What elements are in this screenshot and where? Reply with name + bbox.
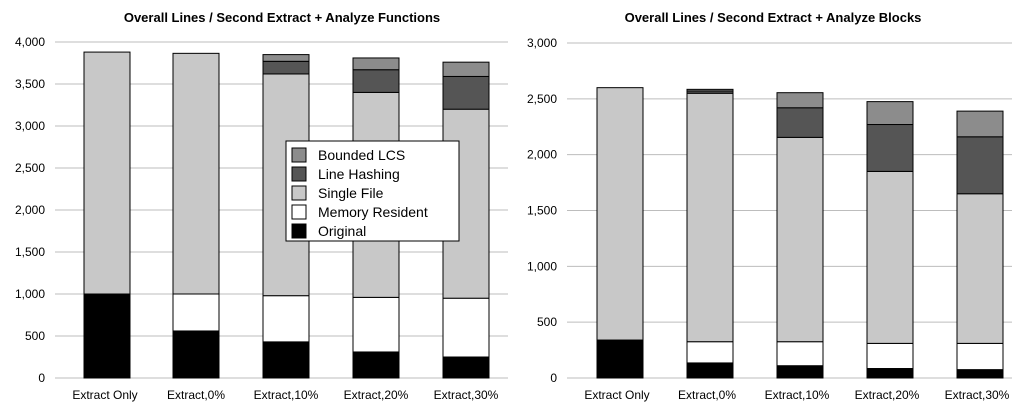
legend-swatch-original — [291, 223, 307, 239]
legend-label: Single File — [318, 185, 384, 201]
bar-segment-line-hashing — [442, 75, 490, 110]
bar-segment-single-file — [866, 170, 914, 344]
legend: Bounded LCS Line Hashing Single File Memory… — [285, 140, 460, 242]
legend-swatch-line-hashing — [291, 166, 307, 182]
bar-segment-original — [866, 368, 914, 379]
y-tick-label: 2,000 — [527, 148, 557, 162]
bar-segment-single-file — [686, 92, 734, 343]
x-tick-label: Extract,0% — [167, 388, 225, 402]
bar-segment-memory-resident — [262, 295, 310, 343]
bar-segment-single-file — [776, 136, 824, 343]
bar-segment-line-hashing — [352, 69, 400, 93]
bar-segment-original — [776, 365, 824, 379]
bar-segment-original — [956, 369, 1004, 379]
chart-2: Overall Lines / Second Extract + Analyze… — [527, 10, 1012, 402]
x-tick-label: Extract,10% — [254, 388, 319, 402]
x-tick-label: Extract,30% — [434, 388, 499, 402]
x-tick-label: Extract,10% — [765, 388, 830, 402]
legend-swatch-memory-resident — [291, 204, 307, 220]
bar-segment-bounded-lcs — [352, 57, 400, 71]
y-tick-label: 500 — [25, 329, 45, 343]
legend-label: Memory Resident — [318, 204, 428, 220]
bar-segment-bounded-lcs — [866, 101, 914, 126]
bar-segment-original — [172, 330, 220, 379]
y-tick-label: 0 — [38, 371, 45, 385]
y-tick-label: 3,500 — [15, 77, 45, 91]
y-tick-label: 1,500 — [15, 245, 45, 259]
bar-segment-original — [83, 293, 131, 379]
bar-segment-memory-resident — [352, 296, 400, 353]
legend-swatch-bounded-lcs — [291, 147, 307, 163]
bar-segment-memory-resident — [442, 297, 490, 358]
bar-segment-bounded-lcs — [956, 110, 1004, 138]
bar-segment-original — [352, 351, 400, 379]
bar-segment-memory-resident — [866, 342, 914, 370]
x-tick-label: Extract,20% — [344, 388, 409, 402]
bar-segment-single-file — [596, 87, 644, 341]
x-tick-label: Extract Only — [72, 388, 137, 402]
bar-segment-single-file — [83, 51, 131, 295]
y-tick-label: 1,000 — [15, 287, 45, 301]
y-tick-label: 0 — [550, 371, 557, 385]
bar-segment-bounded-lcs — [262, 54, 310, 62]
bar-segment-original — [262, 341, 310, 379]
y-tick-label: 3,000 — [15, 119, 45, 133]
bar-segment-line-hashing — [776, 107, 824, 138]
y-tick-label: 500 — [537, 315, 557, 329]
chart-1: Overall Lines / Second Extract + Analyze… — [15, 10, 508, 402]
bar-segment-line-hashing — [956, 136, 1004, 195]
y-tick-label: 2,500 — [527, 92, 557, 106]
bar-segment-memory-resident — [686, 341, 734, 364]
bar-segment-bounded-lcs — [686, 88, 734, 92]
bar-segment-bounded-lcs — [442, 61, 490, 77]
x-tick-label: Extract,20% — [855, 388, 920, 402]
bar-segment-memory-resident — [776, 341, 824, 367]
bar-segment-line-hashing — [866, 124, 914, 172]
chart-title: Overall Lines / Second Extract + Analyze… — [124, 10, 440, 25]
legend-label: Bounded LCS — [318, 147, 405, 163]
y-tick-label: 2,500 — [15, 161, 45, 175]
y-tick-label: 2,000 — [15, 203, 45, 217]
x-tick-label: Extract Only — [584, 388, 649, 402]
x-tick-label: Extract,30% — [945, 388, 1010, 402]
legend-label: Line Hashing — [318, 166, 400, 182]
y-tick-label: 3,000 — [527, 36, 557, 50]
bar-segment-memory-resident — [956, 342, 1004, 371]
bar-segment-memory-resident — [172, 293, 220, 332]
y-tick-label: 1,000 — [527, 259, 557, 273]
bar-segment-line-hashing — [262, 60, 310, 75]
y-tick-label: 4,000 — [15, 35, 45, 49]
bar-segment-single-file — [172, 52, 220, 295]
legend-swatch-single-file — [291, 185, 307, 201]
x-tick-label: Extract,0% — [678, 388, 736, 402]
y-tick-label: 1,500 — [527, 204, 557, 218]
bar-segment-original — [686, 362, 734, 379]
bar-segment-bounded-lcs — [776, 92, 824, 109]
chart-title: Overall Lines / Second Extract + Analyze… — [625, 10, 922, 25]
legend-label: Original — [318, 223, 366, 239]
legend-box — [285, 140, 460, 242]
bar-segment-original — [442, 356, 490, 379]
bar-segment-single-file — [956, 193, 1004, 344]
bar-segment-original — [596, 339, 644, 379]
